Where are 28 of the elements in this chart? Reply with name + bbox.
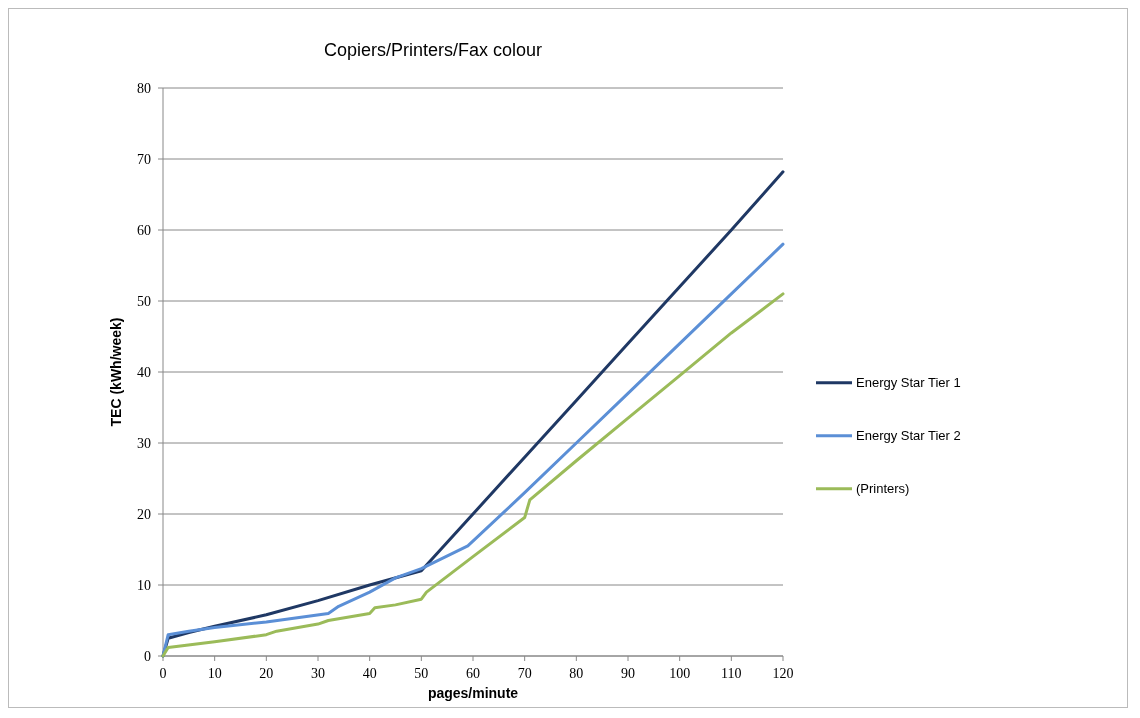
x-tick-label: 80 <box>569 666 584 681</box>
legend-label: (Printers) <box>856 481 910 497</box>
x-tick-label: 20 <box>259 666 274 681</box>
x-tick-label: 50 <box>414 666 429 681</box>
y-axis-title: TEC (kWh/week) <box>108 317 124 427</box>
y-tick-label: 60 <box>137 222 151 238</box>
x-axis-title: pages/minute <box>427 685 519 701</box>
y-tick-label: 10 <box>137 577 151 593</box>
x-tick-label: 10 <box>207 666 222 681</box>
x-tick-label: 100 <box>669 666 691 681</box>
y-tick-label: 0 <box>144 648 151 664</box>
y-tick-label: 40 <box>137 364 151 380</box>
x-tick-label: 40 <box>362 666 377 681</box>
legend-label: Energy Star Tier 2 <box>856 428 961 444</box>
x-tick-label: 0 <box>159 666 167 681</box>
chart-title: Copiers/Printers/Fax colour <box>323 40 543 60</box>
y-tick-label: 50 <box>137 293 151 309</box>
legend-label: Energy Star Tier 1 <box>856 375 961 391</box>
x-tick-label: 90 <box>621 666 635 681</box>
y-tick-label: 20 <box>137 506 151 522</box>
x-tick-label: 110 <box>721 666 742 681</box>
y-tick-label: 80 <box>137 80 151 96</box>
y-tick-label: 30 <box>137 435 151 451</box>
x-tick-label: 60 <box>466 666 480 681</box>
x-tick-label: 120 <box>772 666 794 681</box>
y-tick-label: 70 <box>137 151 151 167</box>
x-tick-label: 70 <box>517 666 532 681</box>
x-tick-label: 30 <box>311 666 325 681</box>
